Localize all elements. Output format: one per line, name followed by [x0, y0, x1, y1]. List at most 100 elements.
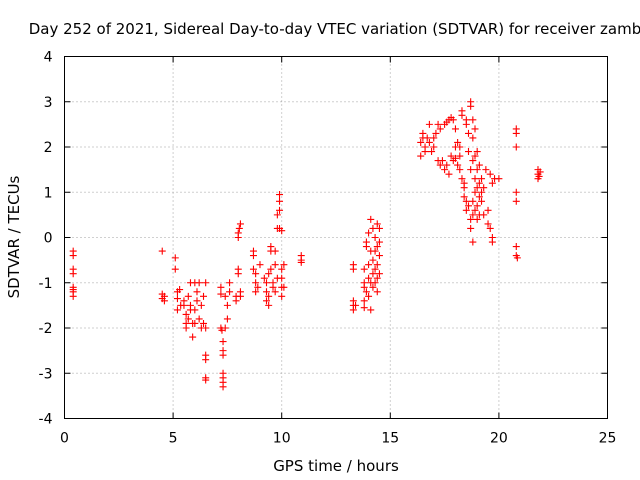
- y-tick-label: 4: [44, 50, 53, 66]
- data-point: [278, 274, 286, 282]
- data-point: [373, 274, 381, 282]
- data-point: [471, 152, 479, 160]
- data-point: [486, 224, 494, 232]
- data-point: [512, 197, 520, 205]
- data-point: [267, 265, 275, 273]
- data-point: [467, 224, 475, 232]
- data-point: [375, 224, 383, 232]
- x-tick-label: 10: [273, 431, 291, 447]
- data-point: [236, 220, 244, 228]
- data-point: [349, 306, 357, 314]
- data-point: [236, 292, 244, 300]
- data-point: [375, 270, 383, 278]
- data-point: [278, 292, 286, 300]
- data-point: [278, 265, 286, 273]
- data-point: [535, 172, 543, 180]
- data-point: [189, 333, 197, 341]
- data-point: [365, 229, 373, 237]
- data-point: [360, 297, 368, 305]
- data-point: [480, 211, 488, 219]
- data-point: [217, 283, 225, 291]
- data-point: [226, 279, 234, 287]
- data-point: [469, 157, 477, 165]
- data-point: [367, 215, 375, 223]
- y-tick-label: -2: [39, 321, 53, 337]
- data-point: [278, 227, 286, 235]
- data-point: [473, 148, 481, 156]
- data-point: [182, 324, 190, 332]
- data-point: [430, 134, 438, 142]
- chart-title: Day 252 of 2021, Sidereal Day-to-day VTE…: [29, 20, 640, 38]
- data-point: [417, 152, 425, 160]
- data-point: [421, 143, 429, 151]
- data-point: [451, 154, 459, 162]
- data-point: [197, 301, 205, 309]
- data-point: [219, 383, 227, 391]
- data-point: [202, 376, 210, 384]
- data-point: [458, 175, 466, 183]
- data-point: [171, 265, 179, 273]
- data-point: [234, 229, 242, 237]
- data-point: [373, 288, 381, 296]
- data-point: [280, 261, 288, 269]
- data-point: [173, 295, 181, 303]
- data-point: [371, 265, 379, 273]
- data-point: [195, 279, 203, 287]
- data-point: [513, 254, 521, 262]
- data-point: [495, 175, 503, 183]
- data-point: [447, 152, 455, 160]
- data-point: [460, 184, 468, 192]
- data-point: [235, 224, 243, 232]
- data-point: [469, 134, 477, 142]
- data-point: [371, 234, 379, 241]
- data-point: [180, 301, 188, 309]
- data-point: [488, 179, 496, 187]
- data-point: [473, 166, 481, 174]
- data-point: [473, 215, 481, 223]
- data-point: [297, 258, 305, 266]
- data-point: [475, 193, 483, 201]
- data-point: [484, 206, 492, 214]
- data-point: [265, 301, 273, 309]
- data-point: [217, 290, 225, 298]
- x-tick-label: 0: [60, 431, 69, 447]
- data-point: [69, 292, 77, 300]
- data-point: [184, 315, 192, 323]
- data-point: [193, 288, 201, 296]
- data-point: [478, 175, 486, 183]
- data-point: [456, 143, 464, 151]
- data-point: [369, 283, 377, 291]
- data-point: [467, 102, 475, 110]
- data-point: [419, 129, 427, 137]
- data-point: [202, 356, 210, 364]
- data-point: [271, 261, 279, 269]
- data-point: [226, 288, 234, 296]
- data-point: [445, 170, 453, 178]
- data-point: [349, 265, 357, 273]
- data-point: [512, 125, 520, 133]
- data-point: [469, 116, 477, 124]
- data-point: [451, 125, 459, 133]
- x-tick-label: 20: [490, 431, 508, 447]
- data-point: [441, 166, 449, 174]
- data-point: [482, 166, 490, 174]
- y-tick-label: -1: [39, 276, 53, 292]
- data-point: [473, 202, 481, 210]
- data-point: [252, 270, 260, 278]
- data-point: [362, 238, 370, 246]
- data-point: [471, 188, 479, 196]
- data-point: [460, 193, 468, 201]
- data-point: [478, 197, 486, 205]
- data-point: [449, 116, 457, 124]
- data-point: [252, 279, 260, 287]
- data-point: [369, 270, 377, 278]
- data-point: [171, 254, 179, 262]
- data-point: [265, 292, 273, 300]
- data-point: [469, 197, 477, 205]
- data-point: [249, 252, 257, 260]
- grid: [64, 56, 608, 419]
- data-point: [360, 304, 368, 312]
- data-point: [271, 247, 279, 255]
- data-point: [371, 279, 379, 287]
